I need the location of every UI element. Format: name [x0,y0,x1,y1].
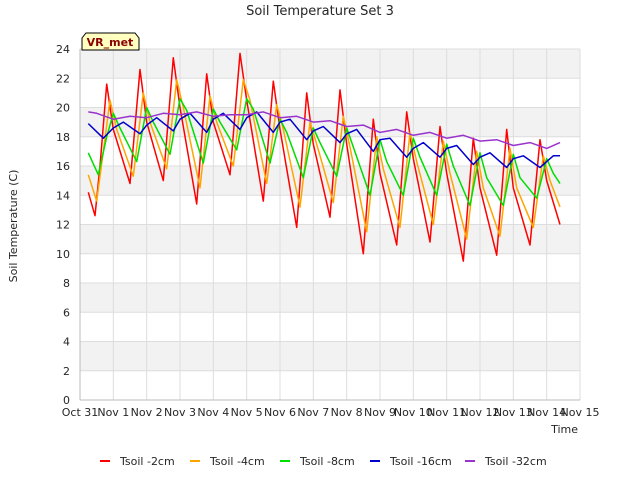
series-layer [87,52,561,262]
legend-label: Tsoil -4cm [209,455,265,468]
series-line-tsoil-4cm [87,78,561,240]
legend-item-tsoil-16cm: Tsoil -16cm [370,455,452,468]
x-tick-label: Nov 15 [561,406,600,419]
series-line-tsoil-16cm [87,111,560,169]
legend-item-tsoil-8cm: Tsoil -8cm [280,455,355,468]
series-line-tsoil-32cm [88,111,561,150]
y-tick-label: 8 [63,277,70,290]
y-tick-label: 18 [56,131,70,144]
series-line-tsoil-8cm [87,97,561,207]
chart-title: Soil Temperature Set 3 [246,4,394,19]
legend-label: Tsoil -8cm [299,455,355,468]
legend-item-tsoil-4cm: Tsoil -4cm [190,455,265,468]
x-tick-label: Nov 13 [494,406,533,419]
x-tick-label: Oct 31 [62,406,99,419]
y-tick-label: 0 [63,394,70,407]
x-axis-title: Time [550,423,578,436]
x-tick-labels: Oct 31 Nov 1 Nov 2 Nov 3 Nov 4 Nov 5 Nov 6 Nov … [62,406,600,419]
x-tick-label: Nov 4 [197,406,229,419]
plot-band [80,49,580,79]
y-tick-label: 24 [56,43,70,56]
legend-item-tsoil-2cm: Tsoil -2cm [100,455,175,468]
x-tick-label: Nov 1 [97,406,129,419]
x-tick-label: Nov 5 [231,406,263,419]
x-tick-label: Nov 12 [461,406,500,419]
y-tick-label: 16 [56,160,70,173]
legend-label: Tsoil -32cm [484,455,547,468]
y-tick-label: 22 [56,72,70,85]
plot-band [80,283,580,313]
plot-band [80,341,580,371]
legend-item-tsoil-32cm: Tsoil -32cm [465,455,547,468]
y-tick-label: 12 [56,219,70,232]
legend-label: Tsoil -16cm [389,455,452,468]
legend-label: Tsoil -2cm [119,455,175,468]
x-tick-label: Nov 14 [527,406,566,419]
axes [79,49,580,401]
x-tick-label: Nov 11 [427,406,466,419]
y-tick-label: 2 [63,365,70,378]
x-tick-label: Nov 6 [264,406,296,419]
y-axis-title: Soil Temperature (C) [7,170,20,283]
y-tick-label: 20 [56,102,70,115]
plot-band [80,224,580,254]
vr-met-badge-label: VR_met [87,36,134,49]
x-tick-label: Nov 9 [364,406,396,419]
series-line-tsoil-2cm [87,52,561,262]
y-tick-label: 14 [56,189,70,202]
x-tick-label: Nov 3 [164,406,196,419]
vr-met-badge: VR_met [81,32,140,51]
x-tick-label: Nov 10 [394,406,433,419]
legend: Tsoil -2cm Tsoil -4cm Tsoil -8cm Tsoil -16c… [100,455,547,468]
x-tick-label: Nov 7 [297,406,329,419]
y-tick-label: 6 [63,306,70,319]
x-tick-label: Nov 8 [331,406,363,419]
y-tick-label: 10 [56,248,70,261]
y-tick-label: 4 [63,336,70,349]
x-tick-label: Nov 2 [131,406,163,419]
